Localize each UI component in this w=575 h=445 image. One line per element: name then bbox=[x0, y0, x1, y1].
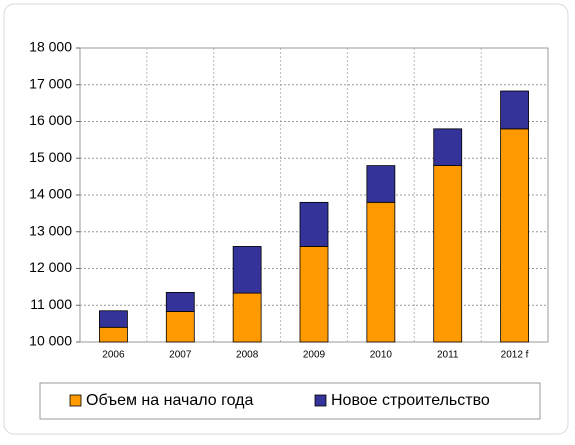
bar-segment bbox=[299, 201, 329, 247]
bar-segment bbox=[165, 291, 195, 312]
bar-segment bbox=[99, 326, 128, 343]
y-tick-label: 16 000 bbox=[29, 112, 72, 128]
legend-swatch bbox=[314, 394, 327, 407]
bar-segment bbox=[500, 90, 529, 130]
x-tick-label: 2006 bbox=[102, 350, 125, 361]
y-tick-label: 17 000 bbox=[29, 75, 72, 91]
x-tick-label: 2011 bbox=[437, 350, 459, 361]
y-tick-label: 14 000 bbox=[29, 186, 72, 202]
bar-segment bbox=[232, 292, 262, 343]
bar-segment bbox=[299, 246, 329, 343]
y-tick-label: 11 000 bbox=[30, 296, 72, 312]
bar-segment bbox=[232, 246, 262, 294]
x-tick-label: 2007 bbox=[169, 350, 192, 361]
bar-segment bbox=[99, 310, 128, 328]
legend-label: Новое строительство bbox=[331, 392, 490, 409]
bar-segment bbox=[433, 165, 463, 343]
legend-box bbox=[39, 382, 541, 420]
y-tick-label: 10 000 bbox=[29, 333, 72, 349]
y-tick-label: 13 000 bbox=[29, 222, 72, 238]
bar-segment bbox=[366, 165, 396, 203]
x-tick-label: 2012 f bbox=[501, 350, 529, 361]
y-tick-label: 18 000 bbox=[29, 39, 72, 55]
bar-segment bbox=[165, 311, 195, 343]
bar-segment bbox=[500, 128, 529, 343]
legend-swatch bbox=[69, 394, 82, 407]
x-tick-label: 2008 bbox=[236, 350, 259, 361]
x-tick-label: 2009 bbox=[303, 350, 326, 361]
y-tick-label: 12 000 bbox=[29, 259, 72, 275]
x-tick-label: 2010 bbox=[370, 350, 393, 361]
y-tick-label: 15 000 bbox=[29, 149, 72, 165]
bar-segment bbox=[433, 128, 463, 167]
legend-label: Объем на начало года bbox=[86, 392, 253, 409]
bar-segment bbox=[366, 201, 396, 343]
